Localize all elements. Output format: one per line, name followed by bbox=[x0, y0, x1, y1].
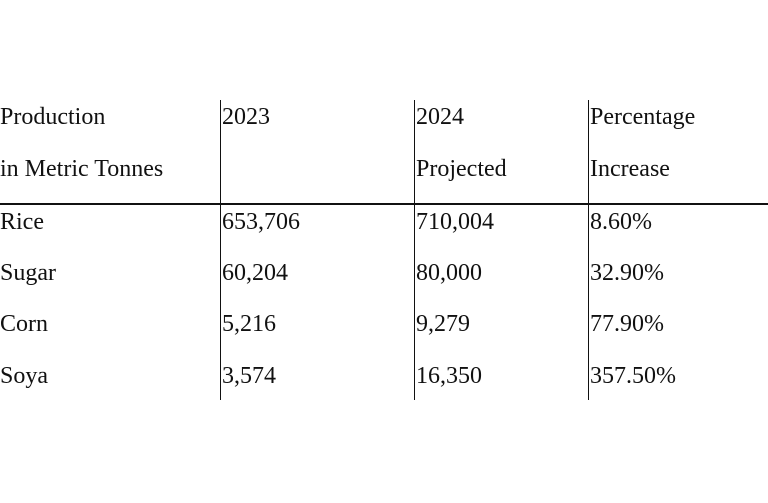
row-value-2023: 5,216 bbox=[222, 311, 276, 337]
column-divider bbox=[220, 100, 221, 400]
row-value-increase: 357.50% bbox=[590, 363, 676, 389]
header-2023: 2023 bbox=[222, 104, 270, 130]
header-production-line2: in Metric Tonnes bbox=[0, 156, 164, 182]
row-label: Soya bbox=[0, 363, 48, 389]
header-percentage-line1: Percentage bbox=[590, 104, 696, 130]
row-value-2023: 60,204 bbox=[222, 260, 288, 286]
row-label: Sugar bbox=[0, 260, 56, 286]
header-percentage-line2: Increase bbox=[590, 156, 670, 182]
row-label: Corn bbox=[0, 311, 48, 337]
row-label: Rice bbox=[0, 209, 44, 235]
row-value-2024: 16,350 bbox=[416, 363, 482, 389]
header-2024-line1: 2024 bbox=[416, 104, 464, 130]
row-value-2023: 3,574 bbox=[222, 363, 276, 389]
row-value-2024: 9,279 bbox=[416, 311, 470, 337]
column-divider bbox=[414, 100, 415, 400]
header-2024-line2: Projected bbox=[416, 156, 507, 182]
row-value-2024: 710,004 bbox=[416, 209, 494, 235]
column-divider bbox=[588, 100, 589, 400]
row-value-increase: 8.60% bbox=[590, 209, 652, 235]
row-value-increase: 32.90% bbox=[590, 260, 664, 286]
header-production-line1: Production bbox=[0, 104, 106, 130]
row-value-increase: 77.90% bbox=[590, 311, 664, 337]
row-value-2023: 653,706 bbox=[222, 209, 300, 235]
header-divider bbox=[0, 203, 768, 205]
row-value-2024: 80,000 bbox=[416, 260, 482, 286]
